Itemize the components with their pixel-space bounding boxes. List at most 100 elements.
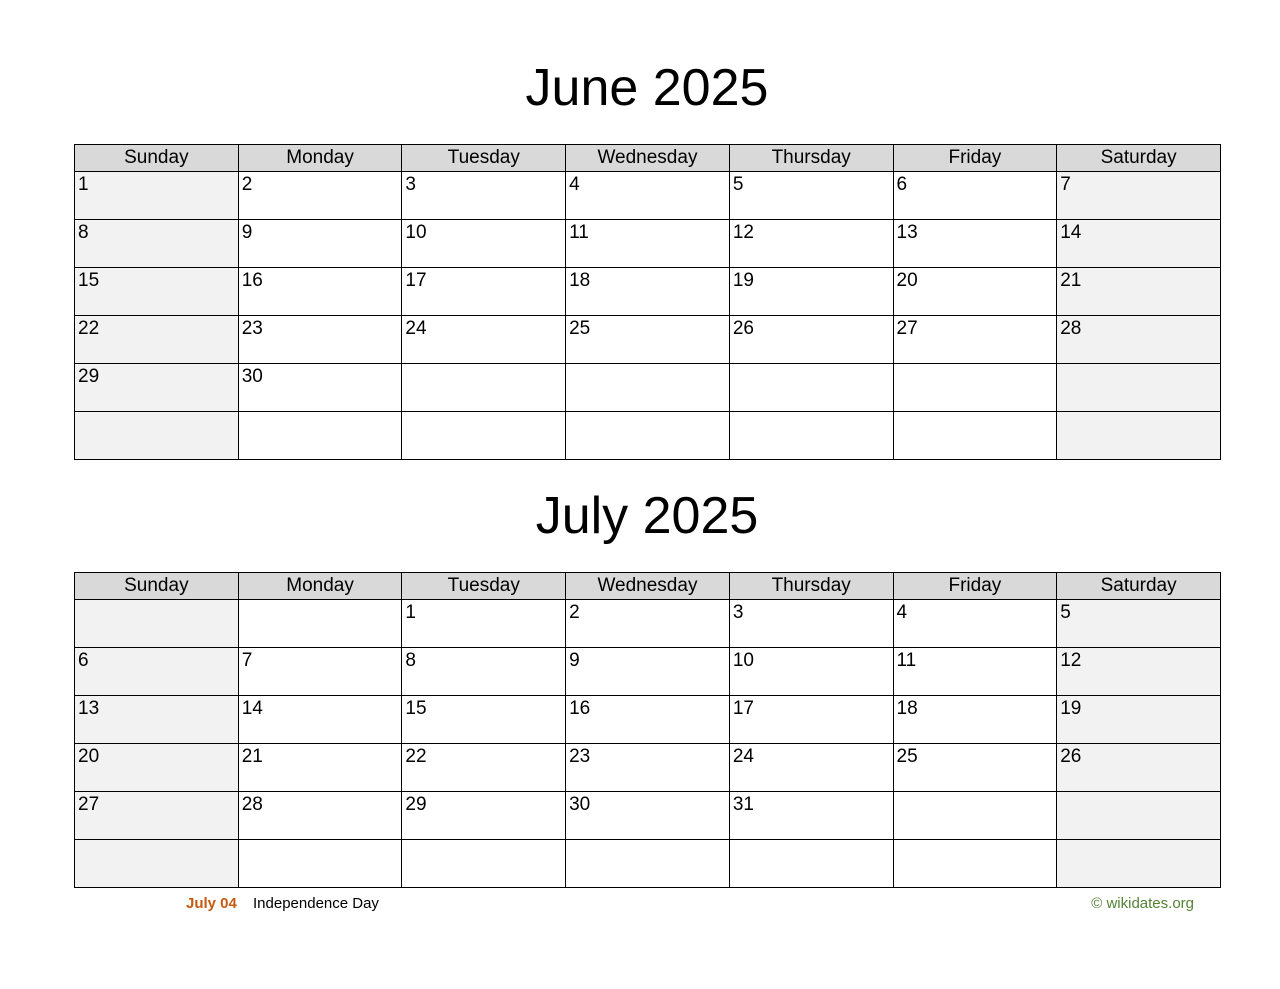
day-cell: 29 [74,363,239,412]
day-cell: 17 [728,695,894,744]
day-cell: 1 [74,171,239,220]
day-cell [728,363,894,412]
day-cell [401,839,567,888]
day-cell: 26 [728,315,894,364]
day-cell: 29 [401,791,567,840]
week-row: 27 28 29 30 31 [74,791,1221,840]
day-cell: 7 [1056,171,1221,220]
day-cell [237,411,403,460]
week-row: 13 14 15 16 17 18 19 [74,695,1221,744]
weekday-header-row: Sunday Monday Tuesday Wednesday Thursday Frid… [74,572,1221,600]
day-cell: 25 [892,743,1058,792]
calendar-july: Sunday Monday Tuesday Wednesday Thursday Frid… [74,572,1221,888]
weekday-header: Thursday [728,572,894,600]
day-cell: 24 [401,315,567,364]
day-cell: 24 [728,743,894,792]
weekday-header: Monday [237,572,403,600]
day-cell: 10 [728,647,894,696]
weekday-header: Monday [237,144,403,172]
week-row: 20 21 22 23 24 25 26 [74,743,1221,792]
week-row: 29 30 [74,363,1221,412]
week-row: 8 9 10 11 12 13 14 [74,219,1221,268]
day-cell: 14 [237,695,403,744]
day-cell: 9 [565,647,730,696]
day-cell [1056,411,1221,460]
day-cell [401,363,567,412]
day-cell: 21 [1056,267,1221,316]
day-cell: 15 [401,695,567,744]
day-cell: 10 [401,219,567,268]
day-cell: 19 [728,267,894,316]
weekday-header: Thursday [728,144,894,172]
day-cell [1056,363,1221,412]
day-cell: 5 [1056,599,1221,648]
week-row: 6 7 8 9 10 11 12 [74,647,1221,696]
day-cell [1056,791,1221,840]
day-cell: 20 [892,267,1058,316]
day-cell: 12 [728,219,894,268]
day-cell: 11 [565,219,730,268]
weekday-header: Saturday [1056,144,1221,172]
day-cell: 20 [74,743,239,792]
day-cell: 6 [892,171,1058,220]
day-cell: 5 [728,171,894,220]
day-cell: 31 [728,791,894,840]
day-cell: 23 [237,315,403,364]
day-cell [892,411,1058,460]
weekday-header: Sunday [74,572,239,600]
day-cell: 19 [1056,695,1221,744]
day-cell: 14 [1056,219,1221,268]
day-cell: 8 [74,219,239,268]
copyright-link[interactable]: © wikidates.org [1091,895,1194,912]
day-cell [892,839,1058,888]
month-title-july: July 2025 [535,487,759,545]
week-row [74,839,1221,888]
day-cell: 27 [74,791,239,840]
day-cell [565,363,730,412]
weekday-header: Saturday [1056,572,1221,600]
day-cell: 2 [565,599,730,648]
day-cell: 1 [401,599,567,648]
day-cell [74,599,239,648]
day-cell: 23 [565,743,730,792]
day-cell: 22 [401,743,567,792]
day-cell: 27 [892,315,1058,364]
day-cell: 11 [892,647,1058,696]
day-cell [1056,839,1221,888]
day-cell: 28 [1056,315,1221,364]
day-cell: 7 [237,647,403,696]
weekday-header: Sunday [74,144,239,172]
holiday-name: Independence Day [253,895,379,912]
day-cell [237,599,403,648]
weekday-header: Friday [892,144,1058,172]
week-row: 22 23 24 25 26 27 28 [74,315,1221,364]
day-cell: 18 [565,267,730,316]
holiday-date: July 04 [186,895,237,912]
day-cell [74,411,239,460]
day-cell: 30 [237,363,403,412]
day-cell [565,411,730,460]
day-cell: 25 [565,315,730,364]
weekday-header: Tuesday [401,572,567,600]
day-cell: 8 [401,647,567,696]
day-cell: 21 [237,743,403,792]
day-cell: 3 [401,171,567,220]
week-row: 15 16 17 18 19 20 21 [74,267,1221,316]
calendar-june: Sunday Monday Tuesday Wednesday Thursday Frid… [74,144,1221,460]
day-cell: 15 [74,267,239,316]
day-cell: 16 [565,695,730,744]
weekday-header-row: Sunday Monday Tuesday Wednesday Thursday Frid… [74,144,1221,172]
weekday-header: Tuesday [401,144,567,172]
day-cell: 22 [74,315,239,364]
day-cell: 4 [565,171,730,220]
weekday-header: Wednesday [565,572,730,600]
day-cell: 13 [74,695,239,744]
day-cell [237,839,403,888]
day-cell [565,839,730,888]
day-cell [892,363,1058,412]
day-cell: 17 [401,267,567,316]
weekday-header: Wednesday [565,144,730,172]
day-cell: 12 [1056,647,1221,696]
